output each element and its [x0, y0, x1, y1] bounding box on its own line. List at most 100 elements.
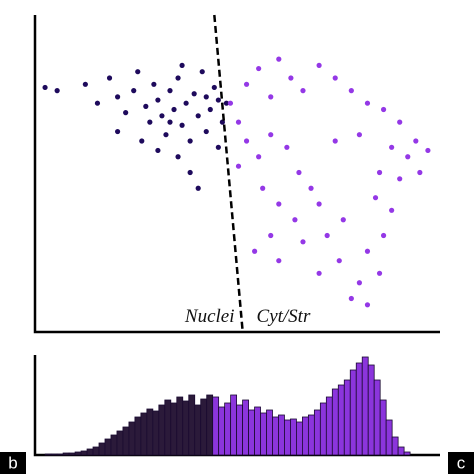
histogram-bar [343, 379, 351, 456]
scatter-point [175, 154, 181, 160]
histogram-bar [164, 399, 172, 456]
cluster-label: Nuclei [184, 306, 235, 327]
panel-label-box [448, 452, 474, 474]
scatter-point [288, 75, 294, 81]
scatter-point [54, 88, 60, 94]
histogram-bar [62, 452, 70, 456]
histogram-bar [355, 362, 363, 456]
scatter-point [155, 97, 161, 103]
scatter-point [187, 169, 193, 176]
scatter-point [151, 81, 157, 87]
histogram-bar [284, 419, 291, 456]
histogram-bar [68, 452, 76, 456]
scatter-point [276, 258, 282, 264]
cluster-label: Cyt/Str [257, 306, 311, 327]
scatter-point [268, 132, 274, 138]
scatter-point [106, 75, 113, 81]
scatter-point [256, 154, 262, 160]
histogram-bar [331, 388, 339, 456]
histogram-bar [337, 384, 345, 456]
scatter-point [195, 185, 201, 191]
histogram-bar [200, 398, 208, 456]
scatter-point [332, 138, 338, 144]
histogram-bar [385, 419, 393, 456]
divider-line [213, 14, 244, 331]
scatter-point [131, 88, 137, 94]
scatter-point [243, 81, 250, 87]
scatter-point [211, 84, 217, 91]
scatter-point [376, 169, 383, 176]
scatter-point [372, 195, 379, 201]
scatter-point [296, 169, 302, 176]
histogram-bar [290, 418, 297, 456]
histogram-bar [307, 414, 315, 456]
scatter-point [364, 302, 371, 308]
scatter-point [276, 201, 282, 207]
scatter-point [292, 217, 298, 223]
scatter-point [340, 217, 346, 223]
scatter-point [191, 91, 197, 97]
histogram-bar [134, 416, 142, 456]
scatter-point [332, 75, 338, 81]
histogram-bar [379, 399, 387, 456]
scatter-point [179, 122, 185, 128]
histogram-bar [236, 404, 243, 456]
scatter-point [175, 75, 181, 81]
histogram-bar [272, 416, 279, 456]
scatter-point [380, 106, 387, 113]
scatter-point [389, 207, 395, 213]
scatter-point [215, 97, 221, 103]
histogram-bar [104, 438, 112, 456]
histogram-bar [391, 436, 399, 456]
scatter-point [163, 132, 169, 138]
scatter-point [268, 232, 274, 239]
scatter-point [135, 69, 141, 75]
scatter-point [139, 138, 145, 144]
histogram-bar [170, 402, 178, 456]
histogram-bar [319, 402, 327, 456]
histogram-bar [98, 442, 106, 456]
histogram-bar [152, 410, 160, 456]
scatter-point [417, 169, 423, 176]
scatter-point [94, 100, 101, 106]
scatter-point [316, 270, 322, 276]
scatter-point [260, 185, 266, 191]
scatter-point [348, 88, 354, 94]
histogram-bar [373, 379, 381, 456]
histogram-bar [140, 412, 148, 456]
scatter-point [348, 295, 354, 302]
scatter-point [336, 258, 342, 264]
scatter-point [159, 113, 165, 119]
histogram-bar [248, 409, 255, 456]
scatter-point [397, 176, 403, 182]
scatter-point [42, 84, 48, 91]
histogram-bar [397, 446, 405, 456]
scatter-point [123, 110, 129, 116]
histogram-bar [349, 369, 357, 456]
histogram-bar [302, 416, 309, 456]
histogram-bar [122, 426, 130, 456]
histogram-bar [367, 364, 375, 456]
scatter-point [356, 132, 362, 138]
scatter-point [268, 94, 274, 100]
scatter-point [300, 88, 306, 94]
histogram-bar [74, 451, 82, 456]
histogram-bar [361, 356, 369, 456]
scatter-point [167, 119, 173, 125]
histogram-bar [230, 394, 238, 456]
scatter-point [256, 65, 262, 72]
scatter-point [115, 128, 121, 135]
histogram-bar [224, 402, 232, 456]
scatter-point [389, 144, 395, 150]
histogram-bar [158, 404, 166, 456]
scatter-point [364, 100, 371, 106]
scatter-point [235, 119, 242, 125]
scatter-point [82, 81, 88, 87]
scatter-point [316, 201, 322, 207]
histogram-bar [325, 396, 333, 456]
histogram-bar [128, 421, 136, 456]
histogram-bar [80, 450, 88, 456]
histogram-bar [266, 409, 273, 456]
histogram-bar [50, 453, 58, 456]
